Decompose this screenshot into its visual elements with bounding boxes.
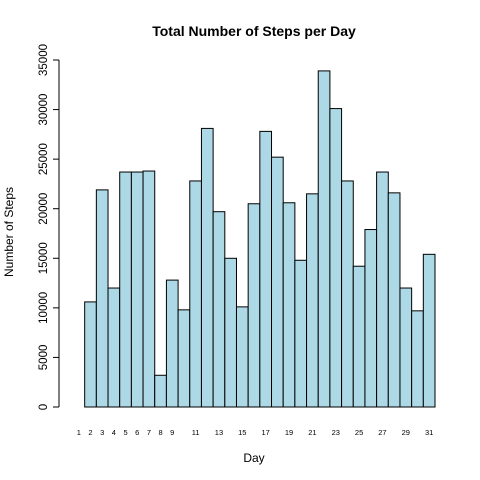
bar-day-19 bbox=[282, 202, 296, 408]
x-tick-label: 21 bbox=[308, 428, 316, 437]
x-axis: 1 2 3 4 5 6 7 8 9 11 13 15 17 19 21 23 25 27 29 31 bbox=[77, 428, 434, 437]
x-tick-label: 31 bbox=[425, 428, 433, 437]
x-tick-label: 3 bbox=[100, 428, 104, 437]
bar-day-5 bbox=[119, 171, 132, 408]
x-tick-label: 19 bbox=[285, 428, 293, 437]
y-tick-label: 10000 bbox=[38, 292, 50, 324]
y-tick-label: 0 bbox=[38, 404, 50, 410]
bar-day-18 bbox=[271, 156, 284, 408]
x-tick-label: 5 bbox=[123, 428, 127, 437]
chart-title: Total Number of Steps per Day bbox=[152, 23, 356, 39]
bar-day-13 bbox=[212, 211, 226, 408]
y-tick-label: 15000 bbox=[38, 242, 50, 274]
bar-day-8 bbox=[154, 374, 167, 408]
bar-day-11 bbox=[189, 180, 202, 408]
x-tick-label: 8 bbox=[158, 428, 162, 437]
x-tick-label: 25 bbox=[355, 428, 363, 437]
y-axis: 0 5000 10000 15000 20000 25000 30000 35000 bbox=[38, 44, 60, 410]
bar-day-25 bbox=[352, 265, 366, 408]
bar-day-29 bbox=[399, 287, 413, 408]
bar-day-20 bbox=[294, 259, 308, 408]
x-tick-label: 2 bbox=[88, 428, 92, 437]
x-tick-label: 23 bbox=[332, 428, 340, 437]
x-tick-label: 13 bbox=[215, 428, 223, 437]
x-tick-label: 15 bbox=[238, 428, 246, 437]
bar-day-12 bbox=[200, 127, 214, 408]
bar-day-23 bbox=[329, 108, 343, 408]
bar-day-30 bbox=[411, 310, 424, 408]
x-axis-label: Day bbox=[243, 451, 264, 465]
bar-day-16 bbox=[247, 203, 261, 408]
y-tick-label: 30000 bbox=[38, 94, 50, 126]
bar-day-3 bbox=[95, 189, 109, 408]
y-tick-label: 35000 bbox=[38, 44, 50, 76]
bar-day-27 bbox=[376, 171, 389, 408]
bars-group bbox=[84, 70, 436, 408]
bar-day-26 bbox=[364, 229, 378, 408]
bar-day-6 bbox=[130, 171, 144, 408]
bar-day-14 bbox=[224, 257, 237, 408]
x-tick-label: 1 bbox=[77, 428, 81, 437]
x-tick-label: 4 bbox=[112, 428, 116, 437]
bar-day-31 bbox=[422, 253, 436, 408]
y-tick-label: 5000 bbox=[38, 345, 50, 371]
x-tick-label: 6 bbox=[135, 428, 139, 437]
bar-day-28 bbox=[387, 192, 401, 408]
bar-day-4 bbox=[107, 287, 121, 408]
bar-day-15 bbox=[235, 306, 249, 408]
bar-day-24 bbox=[341, 180, 354, 408]
bar-day-21 bbox=[306, 193, 319, 408]
x-tick-label: 9 bbox=[170, 428, 174, 437]
bar-day-17 bbox=[259, 130, 273, 408]
bar-day-22 bbox=[317, 70, 331, 408]
x-tick-label: 27 bbox=[378, 428, 386, 437]
x-tick-label: 11 bbox=[192, 428, 200, 437]
x-tick-label: 7 bbox=[147, 428, 151, 437]
y-tick-label: 25000 bbox=[38, 143, 50, 175]
x-tick-label: 17 bbox=[262, 428, 270, 437]
y-axis-label: Number of Steps bbox=[2, 187, 16, 277]
x-tick-label: 29 bbox=[402, 428, 410, 437]
y-tick-label: 20000 bbox=[38, 193, 50, 225]
bar-day-10 bbox=[177, 309, 191, 408]
bar-day-9 bbox=[165, 279, 179, 408]
bar-day-7 bbox=[142, 170, 156, 408]
bar-day-2 bbox=[84, 301, 97, 408]
